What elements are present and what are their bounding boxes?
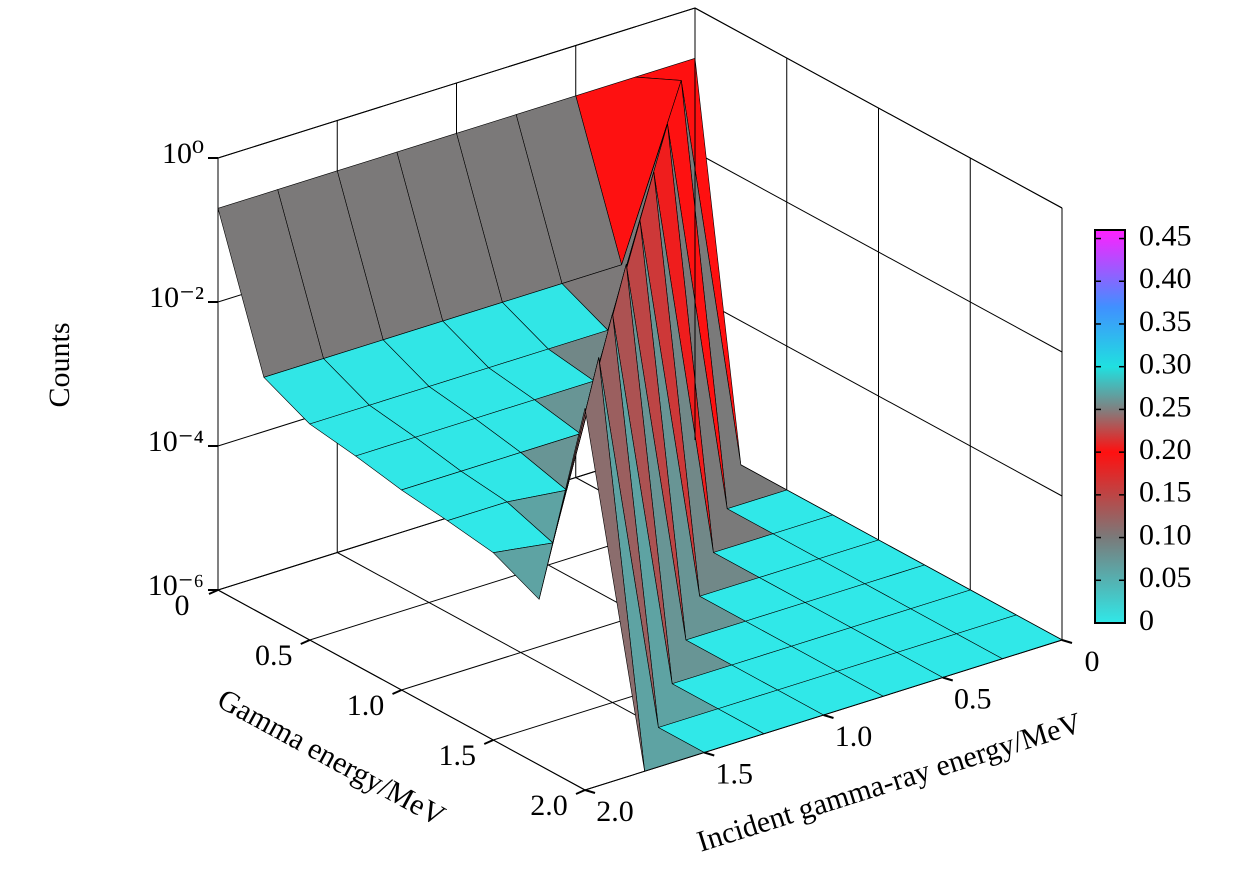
x-tick-label: 1.5: [439, 739, 477, 772]
z-tick-label: 10⁻²: [149, 281, 204, 314]
z-tick-label: 10⁰: [162, 137, 204, 170]
y-tick-label: 2.0: [596, 795, 634, 828]
box-edge: [217, 7, 696, 159]
y-tick: [584, 789, 596, 794]
x-tick: [575, 789, 586, 795]
colorbar-tick-label: 0.25: [1139, 390, 1192, 423]
colorbar-tick-label: 0.45: [1139, 219, 1192, 252]
colorbar-tick-label: 0.05: [1139, 561, 1192, 594]
x-tick: [392, 689, 402, 695]
y-tick: [703, 751, 715, 757]
y-tick-label: 0: [1085, 645, 1100, 678]
colorbar-tick-label: 0.15: [1139, 476, 1192, 509]
x-tick: [208, 589, 219, 595]
box-edge: [694, 7, 1063, 209]
surface-cell: [538, 357, 645, 772]
z-tick-label: 10⁻⁴: [148, 425, 204, 458]
x-tick-label: 1.0: [347, 689, 385, 722]
x-tick-label: 2.0: [530, 789, 568, 822]
colorbar-tick-label: 0.40: [1139, 262, 1192, 295]
y-tick: [1061, 639, 1073, 644]
y-tick: [942, 676, 954, 682]
surface: [217, 58, 1063, 772]
colorbar-tick-label: 0.10: [1139, 518, 1192, 551]
y-tick-label: 0.5: [954, 682, 992, 715]
x-tick-label: 0: [175, 589, 190, 622]
colorbar: [1094, 229, 1126, 624]
x-axis-label: Gamma energy/MeV: [212, 683, 451, 833]
colorbar-tick-label: 0.30: [1139, 348, 1192, 381]
colorbar-tick-label: 0.35: [1139, 305, 1192, 338]
y-tick-label: 1.0: [835, 720, 873, 753]
y-tick-label: 1.5: [716, 757, 754, 790]
axes: 10⁻⁶ 10⁻⁴ 10⁻² 10⁰ 0 0.5 1.0 1.5 2.0 0 0.5 1.0 1.5 2.…: [148, 7, 1192, 828]
colorbar-tick-label: 0: [1139, 604, 1154, 637]
x-tick-label: 0.5: [255, 639, 293, 672]
colorbar-tick-label: 0.20: [1139, 433, 1192, 466]
z-axis-label: Counts: [43, 322, 76, 407]
y-tick: [823, 714, 834, 719]
x-tick: [483, 739, 494, 745]
x-tick: [300, 639, 311, 645]
z-tick-label: 10⁻⁶: [148, 569, 204, 602]
